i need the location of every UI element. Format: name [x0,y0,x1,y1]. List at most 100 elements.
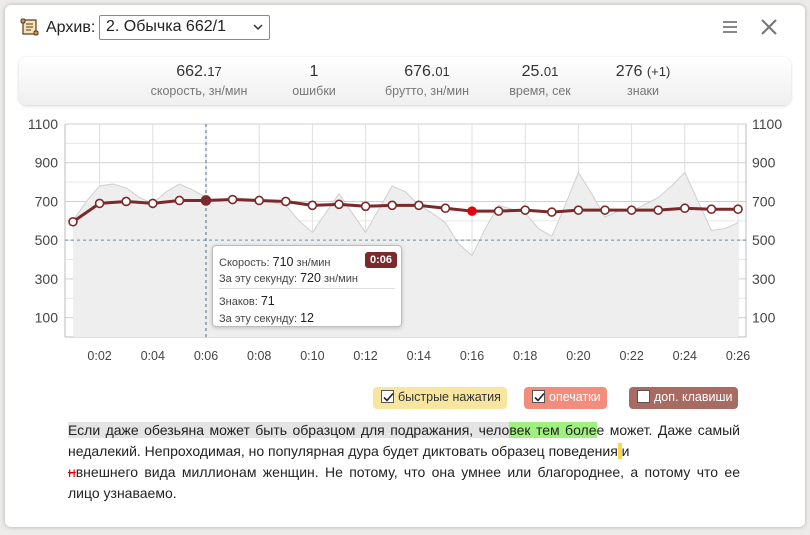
y-tick-label-right: 300 [752,271,776,287]
y-tick-label-left: 900 [35,155,59,171]
stat-errors: 1 ошибки [274,63,354,98]
chart-tooltip: Скорость: 710 зн/мин За эту секунду: 720… [212,245,402,327]
tooltip-sec-chars: За эту секунду: 12 [219,311,314,325]
x-tick-label: 0:12 [353,349,377,363]
y-tick-label-right: 500 [752,232,776,248]
toggle-extra-keys[interactable]: доп. клавиши [629,387,739,409]
window-header: Архив: 2. Обычка 662/1 [5,5,805,51]
stat-speed: 662.17 скорость, зн/мин [139,63,259,98]
speed-point [547,207,557,217]
stat-speed-value: 662.17 [176,63,222,80]
tooltip-divider [219,288,395,289]
speed-point [360,201,371,212]
speed-point [467,206,477,216]
speed-point [280,196,291,207]
speed-point [200,195,212,206]
stat-chars-label: знаки [626,84,660,98]
text-typed-segment: Если даже обезьяна может быть образцом д… [68,422,510,438]
x-tick-label: 0:02 [87,349,111,363]
speed-point [653,205,664,215]
speed-point [680,203,690,214]
speed-point [706,204,717,214]
stat-speed-label: скорость, зн/мин [150,84,248,98]
speed-point [520,205,531,215]
y-tick-label-left: 100 [35,310,59,326]
per-second-area [72,172,739,337]
stat-time: 25.01 время, сек [495,63,585,98]
stat-chars-value: 276 (+1) [615,63,671,80]
x-tick-label: 0:04 [141,349,165,363]
x-tick-label: 0:08 [247,349,271,363]
speed-point [573,205,584,215]
toggle-fast-presses-label: быстрые нажатия [398,390,501,404]
tooltip-sec-speed: За эту секунду: 720 зн/мин [219,271,358,285]
y-tick-label-right: 700 [752,193,776,209]
stat-errors-label: ошибки [292,84,336,98]
speed-point [414,200,424,211]
toggle-typos[interactable]: опечатки [524,387,607,409]
stat-brutto-label: брутто, зн/мин [384,84,469,98]
typed-text: Если даже обезьяна может быть образцом д… [68,420,740,504]
tooltip-chars: Знаков: 71 [219,294,275,308]
speed-point [174,195,185,206]
chevron-down-icon [253,24,263,31]
speed-point [121,196,131,207]
x-tick-label: 0:16 [460,349,484,363]
toggle-extra-keys-label: доп. клавиши [654,390,733,404]
speed-point [227,194,238,205]
speed-point [307,200,318,211]
text-segment: е может. Даже самый недалекий. Непроходи… [68,422,740,459]
speed-point [440,203,451,214]
text-typo: н [68,464,76,480]
x-tick-label: 0:22 [619,349,643,363]
checkbox-unchecked-icon[interactable] [637,390,650,403]
x-tick-label: 0:20 [566,349,590,363]
speed-point [68,216,78,227]
stat-errors-value: 1 [309,63,319,80]
toggle-typos-label: опечатки [549,390,601,404]
y-tick-label-right: 100 [752,310,776,326]
speed-point [733,204,743,214]
x-tick-label: 0:24 [673,349,697,363]
speed-point [147,198,158,209]
stat-time-value: 25.01 [521,63,559,80]
archive-select-value: 2. Обычка 662/1 [106,18,226,35]
text-segment: внешнего вида миллионам женщин. Не потом… [68,464,740,501]
x-tick-label: 0:18 [513,349,537,363]
text-fast-segment: век тем боле [509,422,597,438]
speed-point [493,206,504,216]
stat-chars: 276 (+1) знаки [598,63,688,98]
y-tick-label-left: 700 [35,193,59,209]
toggle-fast-presses[interactable]: быстрые нажатия [373,387,507,409]
x-tick-label: 0:26 [726,349,750,363]
y-tick-label-right: 900 [752,155,776,171]
speed-point [334,199,344,210]
tooltip-time-badge: 0:06 [364,252,397,268]
x-tick-label: 0:06 [194,349,218,363]
stat-brutto-value: 676.01 [404,63,450,80]
checkbox-checked-icon[interactable] [381,390,394,403]
stats-panel: 662.17 скорость, зн/мин 1 ошибки 676.01 … [19,57,791,105]
y-tick-label-right: 1100 [752,116,782,132]
checkbox-checked-icon[interactable] [532,390,545,403]
y-tick-label-left: 500 [35,232,59,248]
speed-chart: 100 100 300 300 500 500 700 700 900 900 1100 1100 0:… [28,116,782,363]
y-tick-label-left: 1100 [28,116,58,132]
x-tick-label: 0:10 [300,349,324,363]
stat-brutto: 676.01 брутто, зн/мин [367,63,487,98]
speed-point [626,205,637,215]
speed-point [387,200,397,211]
scroll-icon [20,18,39,36]
x-tick-label: 0:14 [407,349,431,363]
close-icon[interactable] [759,17,779,37]
y-tick-label-left: 300 [35,271,59,287]
speed-point [600,205,610,215]
tooltip-speed: Скорость: 710 зн/мин [219,255,331,269]
archive-label: Архив: [46,19,96,36]
stat-time-label: время, сек [509,84,571,98]
speed-point [94,198,105,209]
text-extra-key-marker [617,443,622,459]
archive-select[interactable]: 2. Обычка 662/1 [99,15,270,40]
speed-point [254,195,264,206]
menu-icon[interactable] [721,19,739,35]
